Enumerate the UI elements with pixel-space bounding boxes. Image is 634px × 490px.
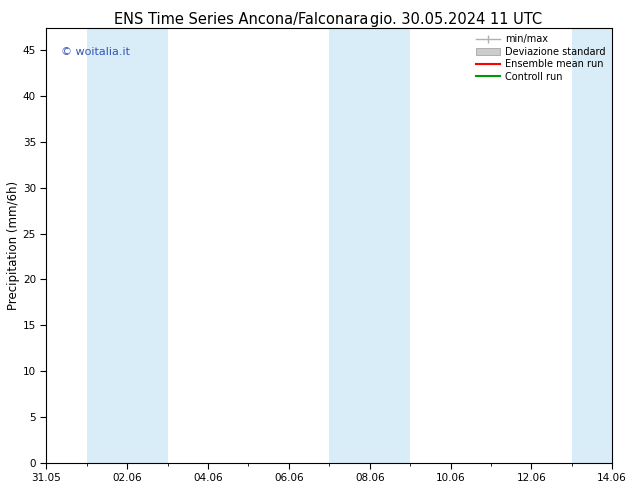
Text: © woitalia.it: © woitalia.it: [60, 47, 129, 57]
Text: ENS Time Series Ancona/Falconara: ENS Time Series Ancona/Falconara: [113, 12, 368, 27]
Bar: [87, 27, 167, 463]
Bar: [329, 27, 410, 463]
Bar: [572, 27, 612, 463]
Y-axis label: Precipitation (mm/6h): Precipitation (mm/6h): [7, 180, 20, 310]
Legend: min/max, Deviazione standard, Ensemble mean run, Controll run: min/max, Deviazione standard, Ensemble m…: [474, 32, 607, 84]
Text: gio. 30.05.2024 11 UTC: gio. 30.05.2024 11 UTC: [370, 12, 543, 27]
